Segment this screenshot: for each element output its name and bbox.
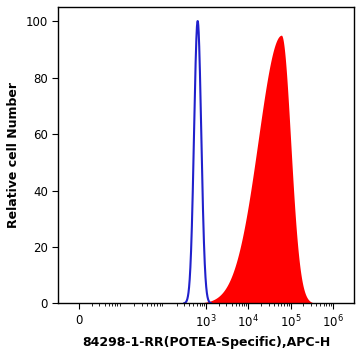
X-axis label: 84298-1-RR(POTEA-Specific),APC-H: 84298-1-RR(POTEA-Specific),APC-H xyxy=(82,336,330,349)
Y-axis label: Relative cell Number: Relative cell Number xyxy=(7,82,20,228)
